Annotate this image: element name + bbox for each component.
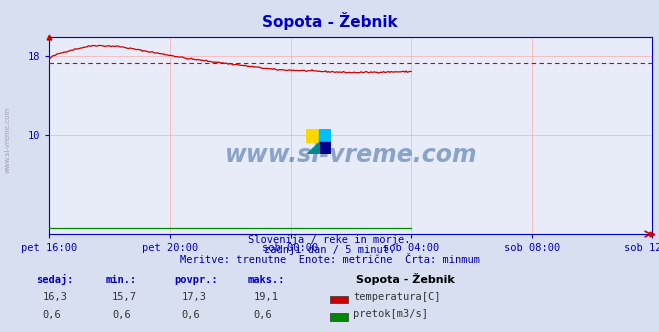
Text: Slovenija / reke in morje.: Slovenija / reke in morje.	[248, 235, 411, 245]
Text: zadnji dan / 5 minut.: zadnji dan / 5 minut.	[264, 245, 395, 255]
Text: sedaj:: sedaj:	[36, 274, 74, 285]
Text: 0,6: 0,6	[112, 310, 130, 320]
Text: pretok[m3/s]: pretok[m3/s]	[353, 309, 428, 319]
Text: 17,3: 17,3	[181, 292, 206, 302]
Text: www.si-vreme.com: www.si-vreme.com	[5, 106, 11, 173]
Text: min.:: min.:	[105, 275, 136, 285]
Text: Sopota - Žebnik: Sopota - Žebnik	[356, 273, 455, 285]
Bar	[319, 142, 331, 154]
Text: temperatura[C]: temperatura[C]	[353, 292, 441, 302]
Text: 0,6: 0,6	[181, 310, 200, 320]
Text: Sopota - Žebnik: Sopota - Žebnik	[262, 12, 397, 30]
Text: povpr.:: povpr.:	[175, 275, 218, 285]
Text: 19,1: 19,1	[254, 292, 279, 302]
Bar	[319, 129, 331, 142]
Text: 0,6: 0,6	[254, 310, 272, 320]
Text: www.si-vreme.com: www.si-vreme.com	[225, 143, 477, 167]
Polygon shape	[306, 142, 319, 154]
Text: 0,6: 0,6	[43, 310, 61, 320]
Text: maks.:: maks.:	[247, 275, 285, 285]
Text: 16,3: 16,3	[43, 292, 68, 302]
Text: Meritve: trenutne  Enote: metrične  Črta: minmum: Meritve: trenutne Enote: metrične Črta: …	[179, 255, 480, 265]
Bar	[306, 129, 319, 142]
Text: 15,7: 15,7	[112, 292, 137, 302]
